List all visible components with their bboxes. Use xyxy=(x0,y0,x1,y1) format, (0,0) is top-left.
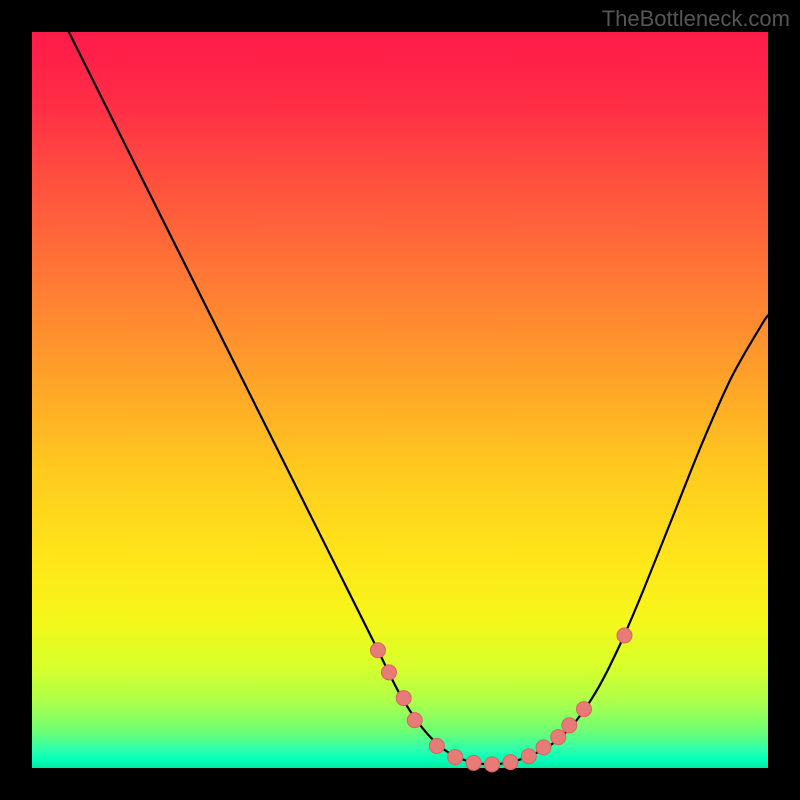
data-marker xyxy=(562,718,577,733)
data-marker xyxy=(551,730,566,745)
data-marker xyxy=(536,740,551,755)
chart-gradient-background xyxy=(32,32,768,768)
data-marker xyxy=(370,643,385,658)
watermark-text: TheBottleneck.com xyxy=(602,6,790,32)
bottleneck-curve-chart xyxy=(0,0,800,800)
chart-container: TheBottleneck.com xyxy=(0,0,800,800)
data-marker xyxy=(617,628,632,643)
data-marker xyxy=(429,738,444,753)
data-marker xyxy=(396,691,411,706)
data-marker xyxy=(407,713,422,728)
data-marker xyxy=(448,749,463,764)
data-marker xyxy=(381,665,396,680)
data-marker xyxy=(466,755,481,770)
data-marker xyxy=(577,702,592,717)
data-marker xyxy=(503,755,518,770)
data-marker xyxy=(521,749,536,764)
data-marker xyxy=(485,757,500,772)
